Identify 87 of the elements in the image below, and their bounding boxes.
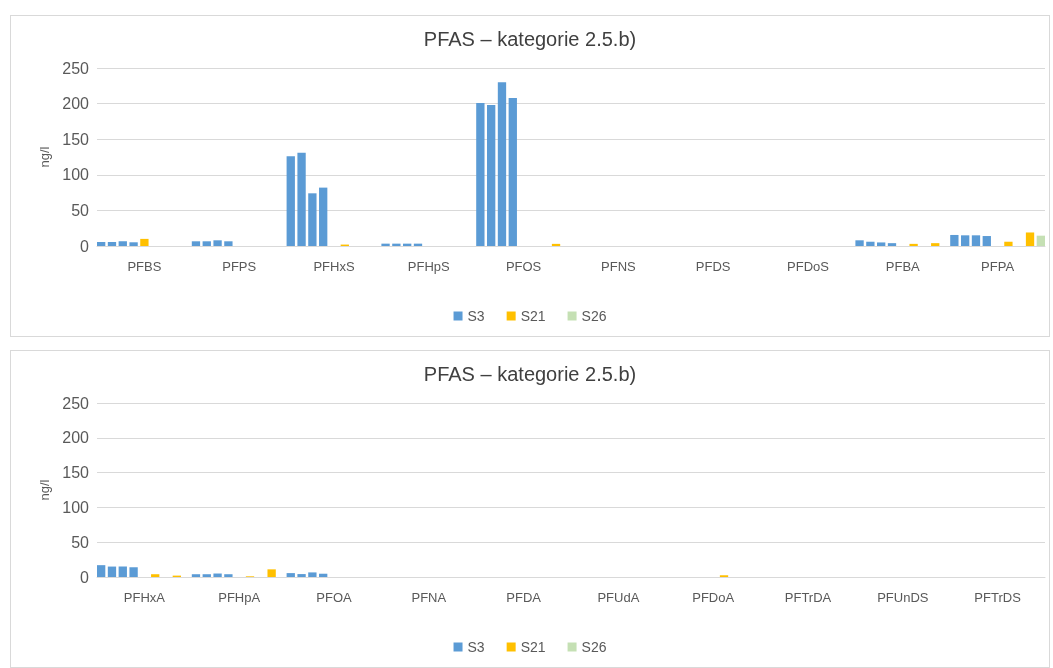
y-tick-label: 0: [80, 568, 90, 586]
bar: [1025, 232, 1035, 246]
x-tick-label: PFUdA: [597, 590, 640, 605]
x-tick-label: PFBS: [127, 259, 162, 274]
x-tick-label: PFNS: [601, 259, 637, 274]
bar: [866, 241, 875, 246]
bar: [129, 567, 138, 577]
bar: [982, 236, 991, 246]
legend-label: S26: [581, 639, 607, 655]
x-tick-label: PFHxS: [313, 259, 355, 274]
bar: [931, 243, 940, 246]
x-tick-label: PFOA: [316, 590, 353, 605]
bar: [224, 241, 233, 246]
bar: [508, 97, 517, 246]
bar: [129, 242, 138, 246]
chart-title: PFAS – kategorie 2.5.b): [423, 28, 637, 50]
y-tick-label: 200: [62, 95, 90, 113]
bar: [286, 573, 295, 577]
bar: [107, 242, 117, 246]
bar: [855, 240, 864, 246]
legend-label: S3: [467, 639, 485, 655]
x-tick-label: PFHpS: [407, 259, 451, 274]
x-tick-label: PFDoA: [692, 590, 735, 605]
bar: [297, 152, 306, 246]
bar: [213, 573, 222, 577]
bar: [308, 572, 317, 577]
x-tick-label: PFNA: [411, 590, 447, 605]
x-tick-label: PFOS: [505, 259, 542, 274]
bar: [297, 574, 306, 577]
bar: [224, 574, 233, 577]
y-tick-label: 100: [62, 166, 90, 184]
bar: [97, 242, 106, 246]
bar: [107, 566, 117, 577]
bar: [381, 243, 390, 246]
x-tick-label: PFBA: [885, 259, 921, 274]
x-tick-label: PFDA: [506, 590, 542, 605]
x-tick-label: PFHxA: [123, 590, 166, 605]
x-tick-label: PFHpA: [218, 590, 261, 605]
legend-label: S26: [581, 308, 607, 324]
x-tick-label: PFDoS: [787, 259, 830, 274]
x-tick-label: PFDS: [695, 259, 731, 274]
legend-label: S3: [467, 308, 485, 324]
bar: [887, 243, 897, 246]
x-tick-label: PFTrDS: [974, 590, 1022, 605]
bar: [877, 242, 886, 246]
x-tick-label: PFPA: [981, 259, 1015, 274]
y-tick-label: 0: [80, 237, 90, 255]
bar: [118, 566, 127, 577]
y-axis-title: ng/l: [37, 146, 52, 168]
bar: [191, 574, 201, 577]
legend-label: S21: [520, 308, 546, 324]
bar: [319, 187, 328, 246]
bar: [118, 241, 127, 246]
bar: [267, 569, 276, 577]
chart-title: PFAS – kategorie 2.5.b): [423, 363, 637, 385]
bar: [961, 235, 970, 246]
y-tick-label: 100: [62, 498, 90, 516]
bar: [213, 240, 222, 246]
bar: [487, 105, 496, 246]
y-tick-label: 50: [71, 201, 90, 219]
y-tick-label: 200: [62, 429, 90, 447]
bar: [191, 241, 201, 246]
bar: [497, 82, 507, 246]
bar: [909, 243, 918, 246]
y-axis-title: ng/l: [37, 479, 52, 501]
bar: [950, 234, 959, 246]
bar: [202, 241, 211, 246]
bar: [1004, 241, 1013, 246]
y-tick-label: 150: [62, 464, 90, 482]
y-tick-label: 250: [62, 394, 90, 412]
bar: [286, 156, 295, 246]
y-tick-label: 250: [62, 59, 90, 77]
x-tick-label: PFTrDA: [784, 590, 832, 605]
x-tick-label: PFPS: [222, 259, 257, 274]
bar: [476, 102, 485, 246]
bar: [308, 193, 317, 246]
bar: [971, 235, 981, 246]
legend-label: S21: [520, 639, 546, 655]
bar: [97, 565, 106, 577]
x-tick-label: PFUnDS: [877, 590, 929, 605]
bar: [151, 574, 160, 577]
bar: [202, 574, 211, 577]
y-tick-label: 50: [71, 533, 90, 551]
bar: [140, 238, 149, 246]
bar: [1036, 235, 1045, 246]
bar: [392, 243, 401, 246]
y-tick-label: 150: [62, 130, 90, 148]
